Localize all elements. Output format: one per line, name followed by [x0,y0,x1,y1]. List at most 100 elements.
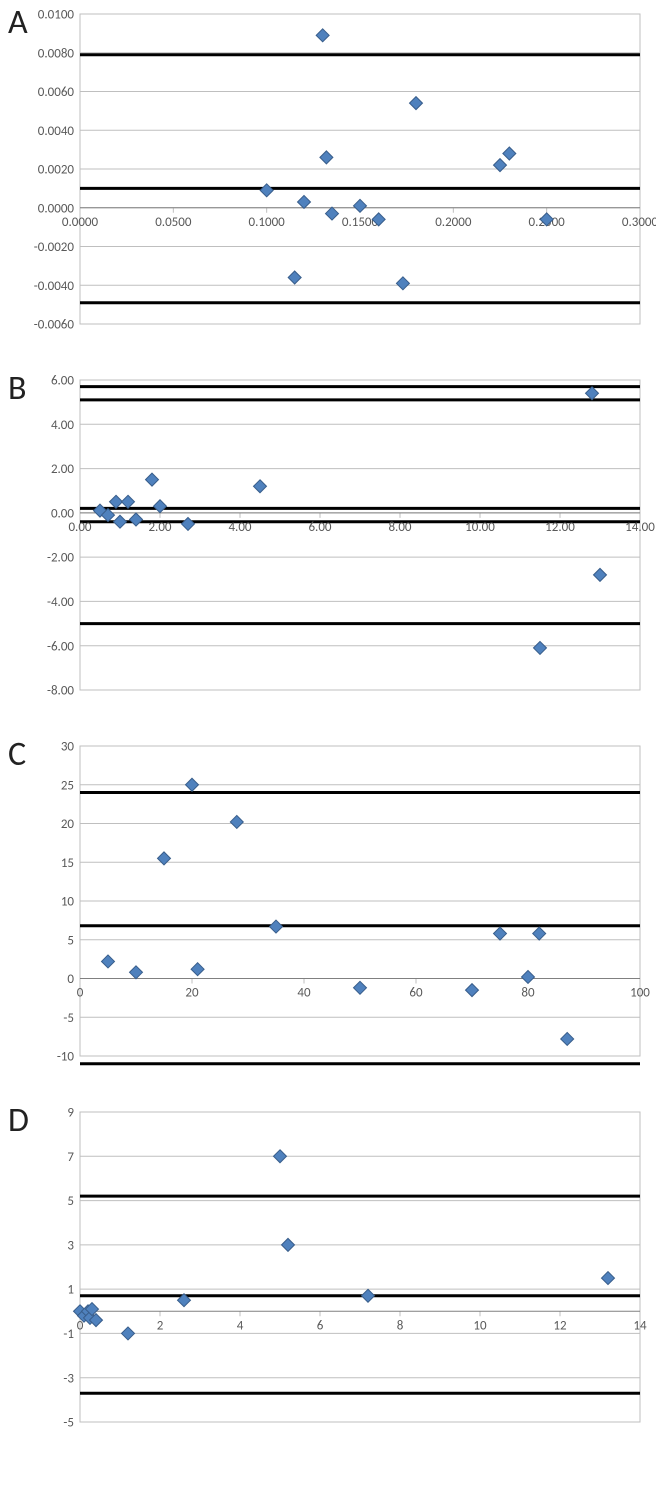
panel-b: B-8.00-6.00-4.00-2.000.002.004.006.000.0… [0,366,656,720]
chart-b: -8.00-6.00-4.00-2.000.002.004.006.000.00… [0,366,656,720]
ytick-label: 0.0100 [38,8,75,23]
data-point [288,271,301,284]
data-point [270,920,283,933]
data-point [534,641,547,654]
xtick-label: 20 [185,986,199,1001]
ytick-label: 3 [67,1238,74,1253]
xtick-label: 2.00 [148,520,171,535]
ytick-label: 10 [61,895,75,910]
data-point [316,29,329,42]
ytick-label: 7 [67,1150,74,1165]
ytick-label: -0.0060 [34,318,75,333]
xtick-label: 100 [630,986,650,1001]
xtick-label: 6 [317,1318,324,1333]
panel-label-c: C [8,734,26,775]
xtick-label: 0.3000 [622,215,656,230]
panel-label-b: B [8,368,27,409]
data-point [522,970,535,983]
data-point [282,1238,295,1251]
ytick-label: -0.0020 [34,240,75,255]
panel-label-d: D [8,1100,29,1141]
figure-container: A -0.0060 -0.0040 -0.0020 0.0000 0.0020 0.0040… [0,0,656,1452]
panel-c: C-10-5051015202530020406080100 [0,732,656,1086]
xtick-label: 0.1500 [342,215,379,230]
ytick-label: -5 [63,1416,74,1431]
data-point [154,500,167,513]
data-point [102,955,115,968]
ytick-label: -6.00 [47,639,74,654]
xtick-label: 12 [553,1318,567,1333]
ytick-label: 6.00 [51,374,74,389]
data-point [182,517,195,530]
xtick-label: 0.2000 [435,215,472,230]
ytick-label: 0.0020 [38,163,75,178]
data-point [254,480,267,493]
data-point [410,97,423,110]
data-point [274,1150,287,1163]
ytick-label: 9 [67,1106,74,1121]
data-point [230,815,243,828]
ytick-label: 1 [67,1283,74,1298]
xtick-label: 14.00 [625,520,655,535]
data-point [130,513,143,526]
xtick-label: 0.0000 [62,215,99,230]
data-point [298,195,311,208]
data-point [396,277,409,290]
xtick-label: 4 [237,1318,244,1333]
xtick-label: 60 [409,986,423,1001]
ytick-label: -8.00 [47,684,74,699]
data-point [594,568,607,581]
ytick-label: 0.0080 [38,46,75,61]
xtick-label: 12.00 [545,520,575,535]
data-point [494,927,507,940]
data-point [466,984,479,997]
ytick-label: 20 [61,817,75,832]
xtick-label: 40 [297,986,311,1001]
ytick-label: 5 [67,933,74,948]
data-point [158,852,171,865]
data-point [122,495,135,508]
data-point [362,1289,375,1302]
data-point [191,963,204,976]
xtick-label: 10.00 [465,520,495,535]
ytick-label: 0 [67,972,74,987]
xtick-label: 8 [397,1318,404,1333]
panel-label-a: A [8,2,28,43]
data-point [503,147,516,160]
panel-a: A -0.0060 -0.0040 -0.0020 0.0000 0.0020 0.0040… [0,0,656,354]
xtick-label: 6.00 [308,520,331,535]
ytick-label: -1 [63,1327,74,1342]
xtick-label: 2 [157,1318,164,1333]
chart-a: -0.0060 -0.0040 -0.0020 0.0000 0.0020 0.0040 0… [0,0,656,354]
data-point [354,981,367,994]
ytick-label: -0.0040 [34,279,75,294]
ytick-label: 0.0040 [38,124,75,139]
ytick-label: 15 [61,856,74,871]
xtick-label: 0 [77,986,84,1001]
ytick-label: -10 [57,1050,75,1065]
data-point [561,1032,574,1045]
ytick-label: -3 [63,1371,74,1386]
xtick-label: 10 [473,1318,487,1333]
data-point [130,966,143,979]
xtick-label: 0.0500 [155,215,192,230]
ytick-label: 5 [67,1194,74,1209]
xtick-label: 8.00 [388,520,411,535]
ytick-label: 25 [61,778,74,793]
data-point [494,159,507,172]
xtick-label: 0.1000 [249,215,286,230]
data-point [186,778,199,791]
data-point [260,184,273,197]
data-point [602,1272,615,1285]
ytick-label: -5 [63,1011,74,1026]
data-point [110,495,123,508]
data-point [326,207,339,220]
xtick-label: 4.00 [228,520,251,535]
data-point [122,1327,135,1340]
ytick-label: -4.00 [47,595,74,610]
ytick-label: 4.00 [51,418,74,433]
data-point [114,515,127,528]
panel-d: D-5-3-11357902468101214 [0,1098,656,1452]
ytick-label: -2.00 [47,551,74,566]
xtick-label: 14 [633,1318,647,1333]
